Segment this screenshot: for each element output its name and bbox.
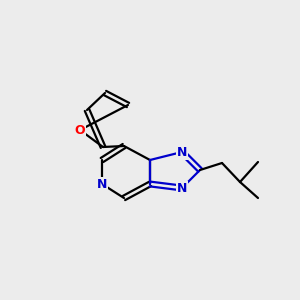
Text: N: N bbox=[177, 146, 187, 158]
Text: N: N bbox=[177, 182, 187, 194]
Text: O: O bbox=[75, 124, 85, 136]
Text: N: N bbox=[97, 178, 107, 190]
